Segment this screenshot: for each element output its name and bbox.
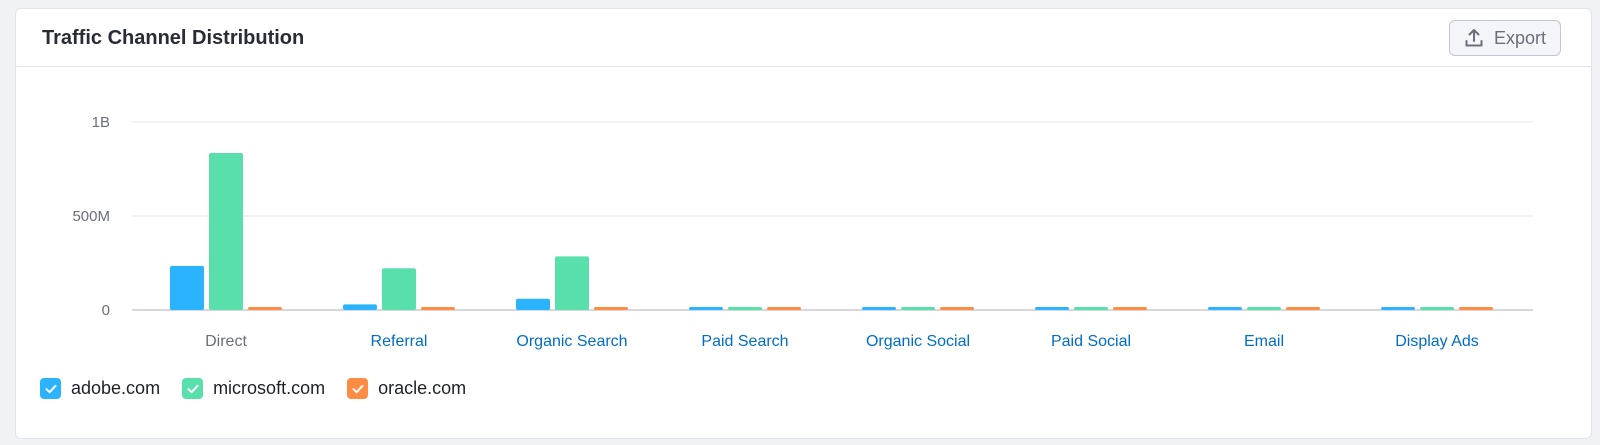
legend-label: adobe.com — [71, 378, 161, 398]
bar — [689, 307, 723, 310]
bar — [1420, 307, 1454, 310]
legend-item[interactable]: adobe.com — [40, 378, 160, 399]
chart-legend: adobe.com microsoft.com oracle.com — [40, 378, 466, 399]
bar — [248, 307, 282, 310]
bar — [555, 256, 589, 310]
chart-card: Traffic Channel Distribution Export — [15, 8, 1592, 439]
x-category-label[interactable]: Referral — [371, 333, 428, 350]
bar — [209, 153, 243, 310]
checkbox-checked-icon[interactable] — [40, 378, 61, 399]
legend-item[interactable]: microsoft.com — [182, 378, 325, 399]
bar — [1074, 307, 1108, 310]
bar — [1035, 307, 1069, 310]
x-category-label: Direct — [205, 333, 247, 350]
checkbox-checked-icon[interactable] — [182, 378, 204, 399]
y-tick-label: 500M — [72, 208, 110, 225]
chart-title: Traffic Channel Distribution — [42, 27, 305, 49]
export-button[interactable]: Export — [1449, 20, 1561, 56]
legend-label: oracle.com — [378, 378, 467, 398]
bar — [594, 307, 628, 310]
export-label: Export — [1493, 27, 1547, 48]
bar — [382, 268, 416, 310]
y-tick-label: 1B — [92, 114, 110, 131]
bar — [170, 265, 204, 310]
x-category-label[interactable]: Display Ads — [1395, 333, 1479, 350]
bar — [343, 304, 377, 310]
bar — [1286, 307, 1320, 310]
bar — [1113, 307, 1147, 310]
bar — [1247, 307, 1281, 310]
legend-label: microsoft.com — [213, 378, 326, 398]
x-category-label[interactable]: Organic Search — [516, 333, 627, 350]
bar — [862, 307, 896, 310]
bar — [1381, 307, 1415, 310]
legend-item[interactable]: oracle.com — [347, 378, 466, 399]
bar — [940, 307, 974, 310]
card-header: Traffic Channel Distribution Export — [16, 9, 1591, 67]
bar — [421, 307, 455, 310]
x-category-label[interactable]: Organic Social — [866, 333, 970, 350]
bar — [1208, 307, 1242, 310]
upload-icon — [1464, 28, 1484, 48]
bar — [516, 298, 550, 310]
x-category-label[interactable]: Email — [1244, 333, 1284, 350]
bar — [767, 307, 801, 310]
checkbox-checked-icon[interactable] — [347, 378, 369, 399]
y-tick-label: 0 — [102, 302, 110, 319]
x-category-label[interactable]: Paid Search — [701, 333, 788, 350]
bar — [1459, 307, 1493, 310]
x-category-label[interactable]: Paid Social — [1051, 333, 1131, 350]
bar — [901, 307, 935, 310]
bar — [728, 307, 762, 310]
